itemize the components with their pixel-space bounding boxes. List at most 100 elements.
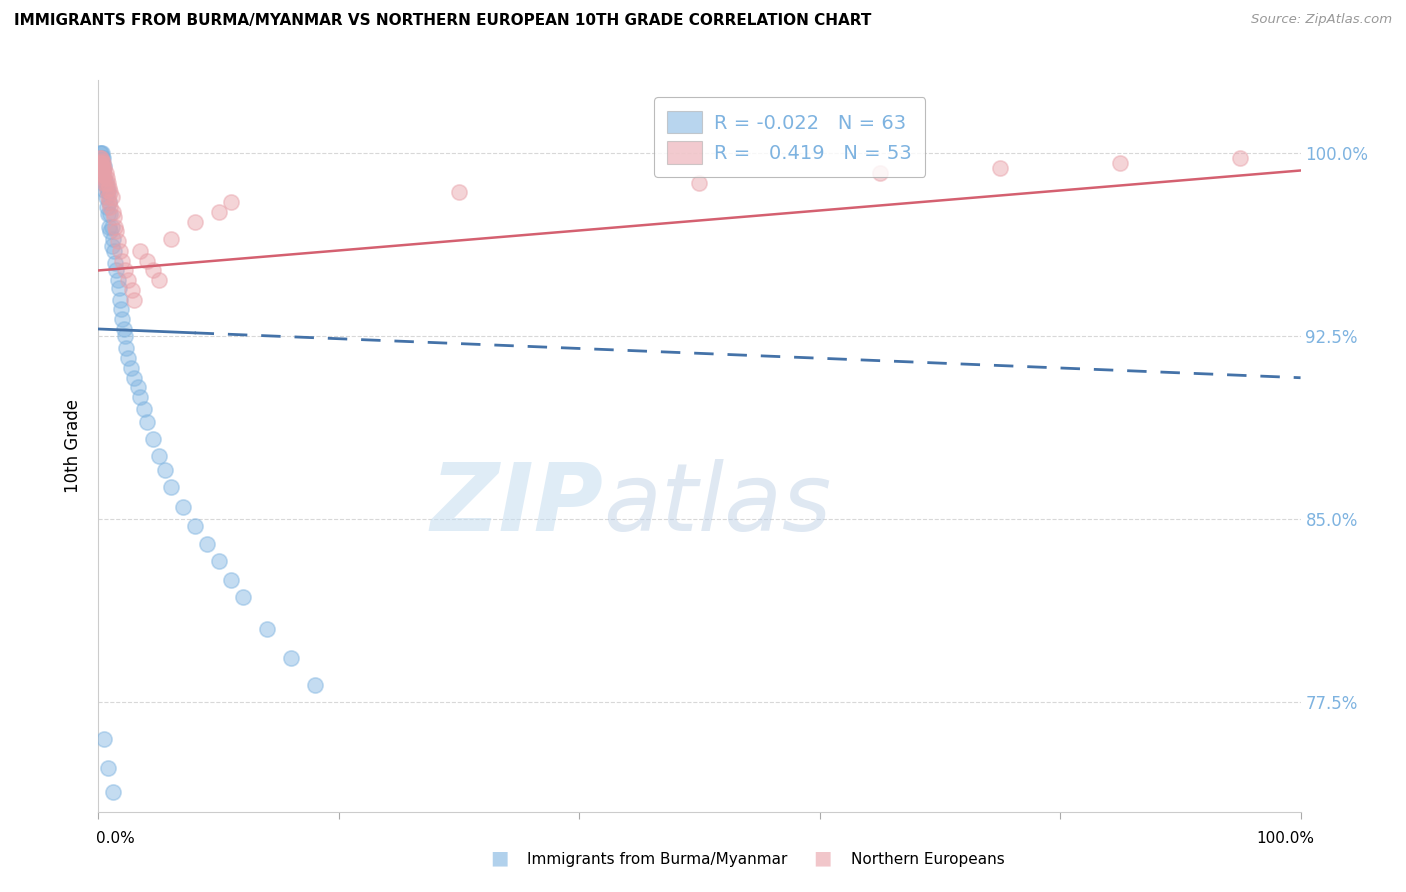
Point: [447, 186, 470, 200]
Point: [219, 573, 242, 587]
Point: [90, 159, 112, 173]
Point: [208, 553, 231, 567]
Point: [256, 622, 278, 636]
Point: [104, 256, 127, 270]
Y-axis label: 10th Grade: 10th Grade: [65, 399, 83, 493]
Point: [101, 232, 124, 246]
Point: [93, 169, 115, 183]
Point: [94, 166, 117, 180]
Point: [96, 170, 118, 185]
Point: [93, 170, 115, 185]
Point: [97, 186, 120, 200]
Text: ■: ■: [489, 848, 509, 867]
Point: [159, 232, 181, 246]
Point: [135, 415, 157, 429]
Point: [219, 195, 242, 210]
Point: [208, 205, 231, 219]
Point: [93, 731, 115, 746]
Point: [98, 195, 121, 210]
Point: [94, 190, 117, 204]
Point: [107, 273, 129, 287]
Point: [91, 159, 114, 173]
Point: [97, 176, 120, 190]
Point: [121, 283, 143, 297]
Point: [89, 151, 111, 165]
Point: [96, 180, 118, 194]
Point: [91, 163, 114, 178]
Point: [97, 190, 120, 204]
Point: [105, 224, 128, 238]
Point: [232, 590, 254, 604]
Point: [89, 146, 111, 161]
Point: [124, 370, 146, 384]
Point: [127, 380, 149, 394]
Point: [90, 156, 112, 170]
Point: [108, 280, 131, 294]
Point: [195, 536, 218, 550]
Point: [112, 322, 135, 336]
Point: [94, 176, 117, 190]
Point: [280, 651, 302, 665]
Point: [159, 480, 181, 494]
Point: [91, 151, 114, 165]
Point: [98, 180, 121, 194]
Text: 0.0%: 0.0%: [96, 831, 135, 847]
Point: [97, 761, 120, 775]
Point: [89, 156, 111, 170]
Text: IMMIGRANTS FROM BURMA/MYANMAR VS NORTHERN EUROPEAN 10TH GRADE CORRELATION CHART: IMMIGRANTS FROM BURMA/MYANMAR VS NORTHER…: [14, 13, 872, 29]
Point: [89, 161, 111, 175]
Point: [100, 207, 122, 221]
Point: [103, 210, 125, 224]
Point: [89, 151, 111, 165]
Text: ■: ■: [813, 848, 832, 867]
Point: [91, 156, 114, 170]
Point: [129, 244, 152, 258]
Point: [91, 156, 114, 170]
Point: [135, 253, 157, 268]
Point: [98, 195, 121, 210]
Point: [93, 176, 115, 190]
Point: [91, 153, 114, 168]
Point: [120, 361, 142, 376]
Point: [93, 161, 115, 175]
Point: [90, 161, 112, 175]
Point: [172, 500, 194, 514]
Point: [124, 293, 146, 307]
Point: [100, 219, 122, 234]
Point: [689, 176, 711, 190]
Point: [111, 253, 134, 268]
Point: [104, 219, 127, 234]
Point: [91, 146, 114, 161]
Point: [117, 273, 139, 287]
Point: [108, 293, 131, 307]
Point: [183, 215, 205, 229]
Point: [91, 163, 114, 178]
Point: [869, 166, 891, 180]
Point: [105, 263, 128, 277]
Text: atlas: atlas: [603, 459, 831, 550]
Point: [97, 207, 120, 221]
Point: [1109, 156, 1132, 170]
Point: [100, 239, 122, 253]
Point: [183, 519, 205, 533]
Point: [94, 176, 117, 190]
Point: [100, 200, 122, 214]
Point: [114, 263, 136, 277]
Point: [101, 205, 124, 219]
Point: [148, 449, 170, 463]
Point: [96, 200, 118, 214]
Point: [111, 312, 134, 326]
Point: [304, 678, 326, 692]
Point: [91, 163, 114, 178]
Point: [988, 161, 1011, 175]
Point: [110, 302, 132, 317]
Text: Immigrants from Burma/Myanmar: Immigrants from Burma/Myanmar: [527, 852, 787, 867]
Point: [93, 159, 115, 173]
Point: [100, 186, 122, 200]
Text: Northern Europeans: Northern Europeans: [851, 852, 1004, 867]
Point: [153, 463, 176, 477]
Point: [100, 190, 122, 204]
Point: [132, 402, 155, 417]
Point: [114, 329, 136, 343]
Point: [100, 224, 122, 238]
